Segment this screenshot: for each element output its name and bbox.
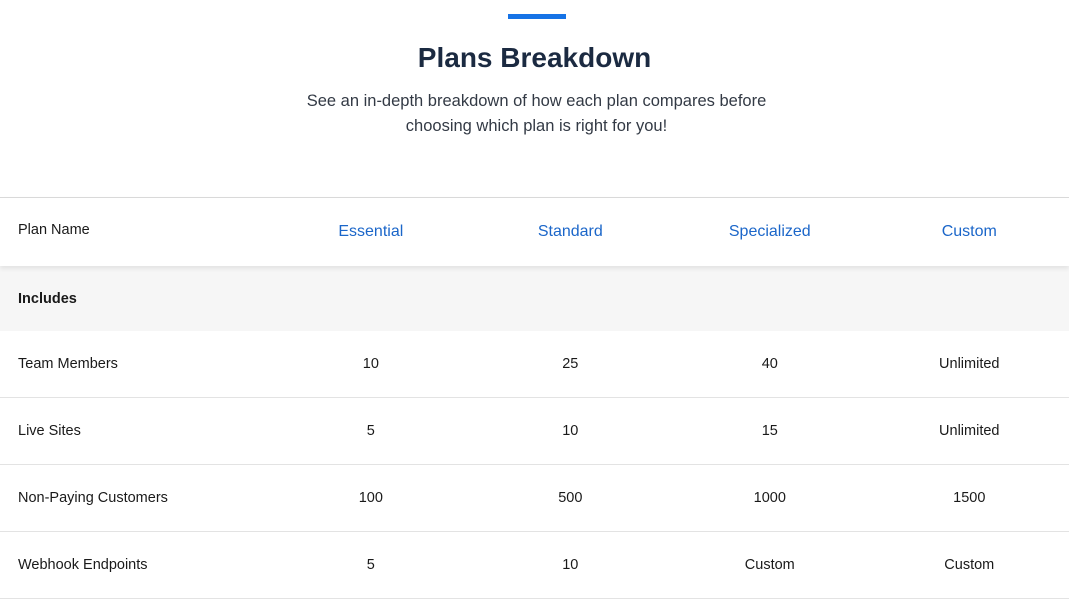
row-label: Webhook Endpoints — [18, 557, 148, 573]
cell-value: Unlimited — [939, 356, 1000, 372]
cell-value: 10 — [362, 356, 379, 372]
cell-value: 5 — [366, 423, 375, 439]
row-label: Team Members — [18, 356, 118, 372]
plan-link-custom[interactable]: Custom — [941, 223, 997, 240]
section-label: Includes — [18, 290, 77, 307]
table-row: Live Sites 5 10 15 Unlimited — [0, 398, 1069, 465]
accent-bar — [508, 14, 566, 19]
cell-value: 25 — [562, 356, 579, 372]
table-header-row: Plan Name Essential Standard Specialized… — [0, 197, 1069, 266]
cell-value: 1500 — [953, 490, 986, 506]
cell-value: Unlimited — [939, 423, 1000, 439]
cell-value: 100 — [358, 490, 383, 506]
section-row-includes: Includes — [0, 266, 1069, 331]
plan-link-specialized[interactable]: Specialized — [728, 223, 811, 240]
cell-value: 1000 — [753, 490, 786, 506]
table-row: Webhook Endpoints 5 10 Custom Custom — [0, 532, 1069, 599]
cell-value: 15 — [761, 423, 778, 439]
plan-name-header: Plan Name — [18, 222, 90, 238]
cell-value: Custom — [744, 557, 795, 573]
plan-link-standard[interactable]: Standard — [537, 223, 603, 240]
page-subtitle: See an in-depth breakdown of how each pl… — [306, 92, 767, 135]
row-label: Non-Paying Customers — [18, 490, 168, 506]
plans-table: Plan Name Essential Standard Specialized… — [0, 197, 1069, 599]
plan-link-essential[interactable]: Essential — [338, 223, 404, 240]
cell-value: 500 — [558, 490, 583, 506]
page-title: Plans Breakdown — [417, 42, 652, 73]
cell-value: 10 — [562, 557, 579, 573]
cell-value: Custom — [944, 557, 995, 573]
table-row: Team Members 10 25 40 Unlimited — [0, 331, 1069, 398]
cell-value: 10 — [562, 423, 579, 439]
cell-value: 5 — [366, 557, 375, 573]
cell-value: 40 — [761, 356, 778, 372]
row-label: Live Sites — [18, 423, 81, 439]
table-row: Non-Paying Customers 100 500 1000 1500 — [0, 465, 1069, 532]
